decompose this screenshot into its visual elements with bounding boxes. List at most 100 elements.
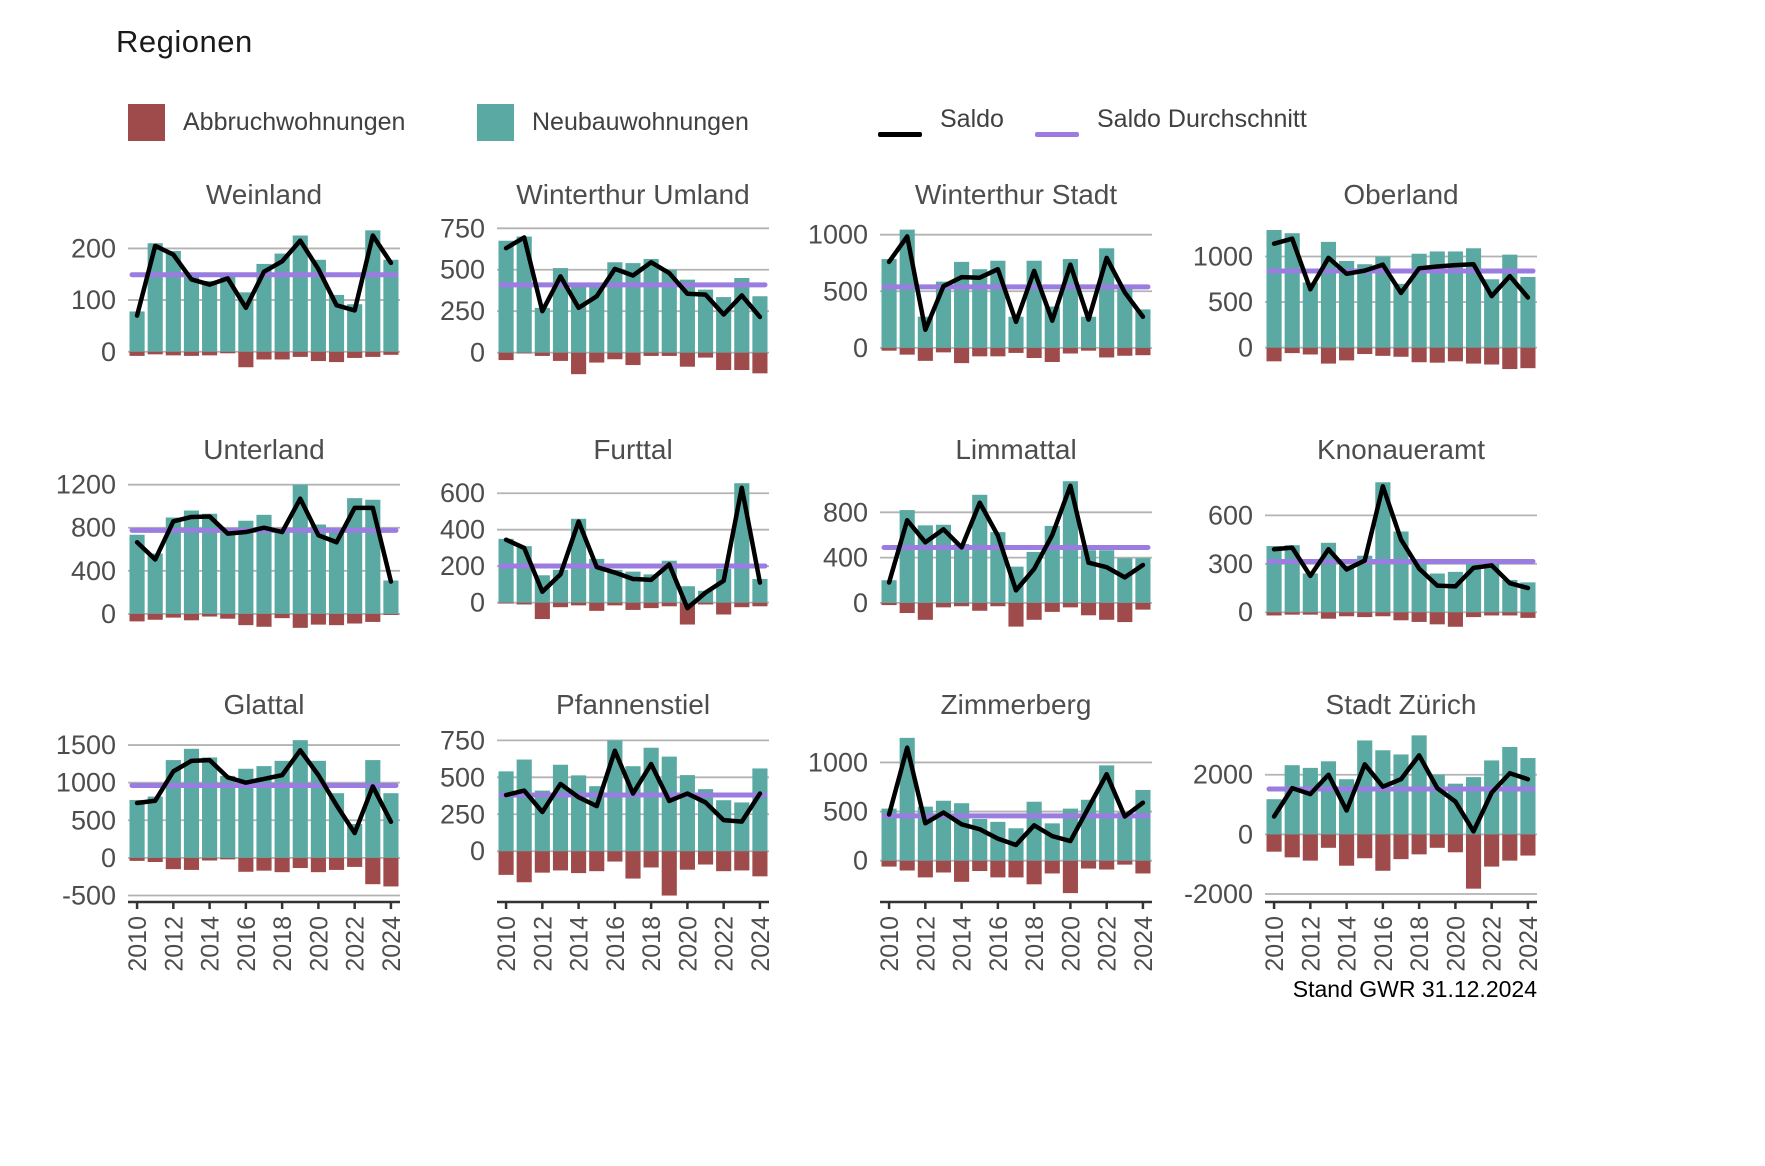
abbruch-bar-2010 (881, 347, 897, 351)
abbruch-bar-2012 (165, 857, 181, 870)
legend-item-neubau: Neubauwohnungen (477, 104, 749, 141)
neubau-bar-2010 (881, 580, 897, 603)
neubau-bar-2014 (202, 280, 218, 352)
neubau-bar-2011 (147, 243, 163, 352)
neubau-bar-2017 (1393, 754, 1409, 835)
neubau-bar-2011 (516, 546, 532, 603)
abbruch-bar-2019 (661, 851, 677, 896)
y-tick-label: 600 (1208, 500, 1253, 530)
abbruch-bar-2023 (365, 613, 381, 622)
abbruch-bar-2016 (1375, 834, 1391, 871)
neubau-bar-2020 (1062, 808, 1078, 861)
subplot-title: Limmattal (955, 434, 1076, 465)
abbruch-bar-2011 (147, 857, 163, 863)
footer-note: Stand GWR 31.12.2024 (1292, 976, 1537, 1002)
neubau-bar-2019 (1044, 306, 1060, 348)
abbruch-bar-2023 (1502, 347, 1518, 370)
neubau-bar-2014 (571, 775, 587, 852)
neubau-bar-2019 (292, 484, 308, 614)
y-tick-label: 400 (823, 543, 868, 573)
neubau-bar-2011 (147, 796, 163, 858)
abbruch-bar-2018 (274, 351, 290, 360)
neubau-bar-2024 (752, 578, 768, 603)
y-tick-label: 1000 (56, 768, 116, 798)
abbruch-bar-2022 (1099, 347, 1115, 358)
x-tick-label: 2012 (529, 916, 557, 972)
neubau-bar-2012 (534, 307, 550, 353)
neubau-bar-2010 (1266, 230, 1282, 348)
abbruch-bar-2014 (202, 613, 218, 617)
x-tick-label: 2022 (342, 916, 370, 972)
y-tick-label: 500 (823, 276, 868, 306)
abbruch-bar-2015 (589, 851, 605, 872)
y-tick-label: 0 (1238, 597, 1253, 627)
abbruch-bar-2016 (607, 851, 623, 862)
abbruch-bar-2021 (328, 351, 345, 363)
neubau-bar-2019 (292, 235, 308, 352)
neubau-bar-2024 (1135, 309, 1151, 348)
y-tick-label: 0 (101, 337, 116, 367)
abbruch-bar-2017 (256, 613, 272, 627)
y-tick-label: 500 (823, 797, 868, 827)
neubau-bar-2017 (256, 514, 272, 614)
subplot-title: Knonaueramt (1317, 434, 1485, 465)
saldo-line (1271, 753, 1531, 834)
neubau-bar-2015 (220, 276, 236, 352)
abbruch-bar-2015 (1357, 834, 1373, 859)
abbruch-bar-2017 (1008, 860, 1024, 878)
abbruch-bar-2017 (1393, 834, 1409, 860)
neubau-bar-2020 (679, 279, 695, 353)
x-tick-label: 2014 (1334, 916, 1362, 972)
abbruch-bar-2010 (1266, 347, 1282, 362)
x-tick-label: 2018 (638, 916, 666, 972)
abbruch-bar-2013 (183, 351, 200, 356)
neubau-bar-2022 (347, 304, 363, 352)
abbruch-bar-2016 (238, 613, 254, 626)
abbruch-bar-2012 (1302, 612, 1318, 615)
y-tick-label: 1500 (56, 730, 116, 760)
neubau-bar-2017 (256, 263, 272, 352)
neubau-bar-2012 (1302, 282, 1318, 348)
neubau-bar-2015 (220, 775, 236, 858)
subplot-title: Weinland (206, 179, 322, 210)
neubau-bar-2015 (1357, 264, 1373, 348)
neubau-bar-2014 (954, 261, 970, 348)
subplot-winterthur-umland: Winterthur Umland 0 250 500 750 (397, 178, 777, 388)
subplot-knonaueramt: Knonaueramt 0 300 600 (1165, 433, 1545, 643)
abbruch-bar-2022 (1099, 602, 1115, 620)
y-tick-label: 600 (440, 478, 485, 508)
abbruch-bar-2022 (716, 352, 732, 371)
abbruch-bar-2013 (183, 613, 200, 621)
abbruch-bar-2011 (899, 860, 915, 871)
abbruch-bar-2021 (1080, 860, 1097, 869)
neubau-bar-2024 (383, 580, 399, 614)
abbruch-bar-2020 (1447, 612, 1463, 627)
subplot-title: Pfannenstiel (556, 689, 710, 720)
abbruch-bar-2019 (1044, 860, 1060, 874)
abbruch-bar-2020 (1062, 602, 1078, 608)
abbruch-bar-2023 (365, 351, 381, 357)
legend: Abbruchwohnungen Neubauwohnungen Saldo S… (0, 104, 1765, 148)
neubau-bar-2013 (935, 800, 952, 861)
neubau-bar-2024 (383, 793, 399, 858)
legend-label: Saldo Durchschnitt (1097, 105, 1307, 133)
x-tick-label: 2012 (1297, 916, 1325, 972)
saldo-line (134, 233, 394, 318)
neubau-bar-2021 (697, 289, 714, 353)
neubau-bar-2014 (202, 757, 218, 858)
y-tick-label: 0 (470, 836, 485, 866)
subplot-winterthur-stadt: Winterthur Stadt 0 500 1000 (780, 178, 1160, 388)
neubau-bar-2011 (516, 236, 532, 353)
abbruch-bar-2016 (607, 352, 623, 360)
legend-item-saldo-avg: Saldo Durchschnitt (1035, 105, 1307, 149)
x-tick-label: 2024 (1515, 916, 1543, 972)
abbruch-bar-2018 (274, 857, 290, 873)
neubau-bar-2017 (256, 766, 272, 858)
y-tick-label: 0 (101, 599, 116, 629)
y-tick-label: 750 (440, 725, 485, 755)
abbruch-bar-2017 (1008, 602, 1024, 627)
neubau-bar-2015 (1357, 555, 1373, 613)
x-tick-label: 2018 (269, 916, 297, 972)
legend-label: Neubauwohnungen (532, 108, 749, 136)
x-tick-label: 2022 (711, 916, 739, 972)
